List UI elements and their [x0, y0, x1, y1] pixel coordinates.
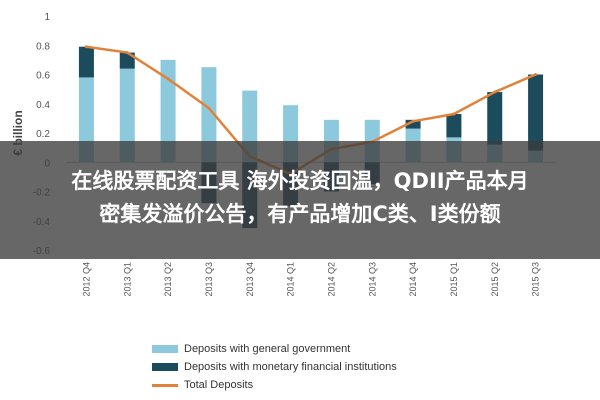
headline-banner: 在线股票配资工具 海外投资回温，QDII产品本月 密集发溢价公告，有产品增加C类… [0, 141, 600, 259]
bar-mfi [119, 52, 135, 69]
bar-mfi [405, 119, 421, 129]
x-tick-label: 2015 Q1 [449, 262, 459, 297]
x-tick-label: 2015 Q3 [531, 262, 541, 297]
bar-government [160, 59, 176, 163]
bar-mfi [78, 46, 94, 78]
legend-swatch-total [152, 383, 178, 387]
y-tick-label: 0.8 [36, 41, 50, 52]
bar-government [119, 68, 135, 163]
legend-item: Total Deposits [152, 376, 397, 394]
bar-mfi [528, 74, 544, 151]
total-deposits-point [84, 45, 88, 49]
x-tick-label: 2014 Q3 [367, 262, 377, 297]
total-deposits-point [452, 112, 456, 116]
x-tick-label: 2014 Q1 [286, 262, 296, 297]
total-deposits-point [493, 90, 497, 94]
bar-government [201, 67, 217, 163]
legend-label: Deposits with general government [184, 343, 351, 355]
bar-mfi [487, 92, 503, 145]
total-deposits-point [125, 51, 129, 55]
legend-label: Total Deposits [184, 379, 254, 391]
y-tick-label: 1 [44, 12, 50, 23]
total-deposits-point [411, 119, 415, 123]
y-tick-label: 0.4 [36, 100, 50, 111]
x-tick-label: 2012 Q4 [81, 262, 91, 297]
total-deposits-point [534, 73, 538, 76]
legend-swatch-government [152, 345, 178, 353]
bar-mfi [446, 113, 462, 138]
y-tick-label: 0.2 [36, 129, 50, 140]
legend-item: Deposits with monetary financial institu… [152, 358, 397, 376]
x-tick-label: 2014 Q2 [326, 262, 336, 297]
legend-label: Deposits with monetary financial institu… [184, 361, 397, 373]
x-tick-label: 2013 Q4 [245, 262, 255, 297]
x-tick-label: 2014 Q4 [408, 262, 418, 297]
x-tick-label: 2013 Q3 [204, 262, 214, 297]
headline-line-2: 密集发溢价公告，有产品增加C类、I类份额 [99, 202, 501, 226]
legend-item: Deposits with general government [152, 340, 397, 358]
x-tick-label: 2013 Q1 [122, 262, 132, 297]
x-tick-label: 2015 Q2 [490, 262, 500, 297]
legend: Deposits with general government Deposit… [152, 340, 397, 394]
headline-line-1: 在线股票配资工具 海外投资回温，QDII产品本月 [71, 169, 529, 193]
total-deposits-point [166, 77, 170, 81]
y-tick-label: 0.6 [36, 71, 50, 82]
legend-swatch-mfi [152, 363, 178, 371]
total-deposits-point [207, 106, 211, 110]
x-tick-label: 2013 Q2 [163, 262, 173, 297]
